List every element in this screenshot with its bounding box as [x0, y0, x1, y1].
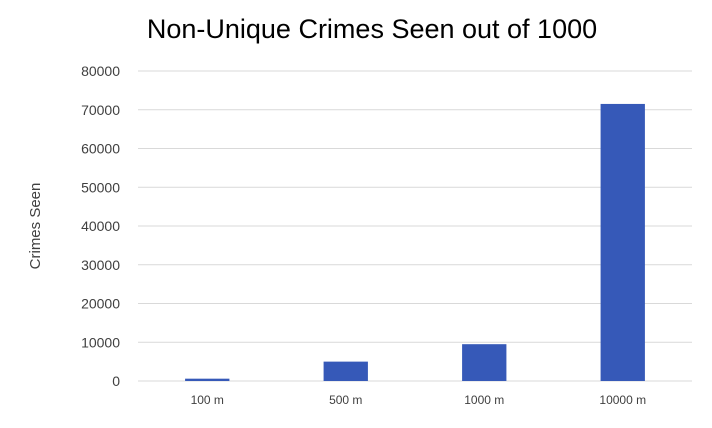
y-tick-label: 70000: [81, 102, 120, 118]
y-axis-ticks: 0 10000 20000 30000 40000 50000 60000 70000 8000…: [81, 63, 120, 389]
x-tick-label: 500 m: [329, 393, 362, 407]
x-tick-label: 1000 m: [464, 393, 504, 407]
bar-500-m: [323, 361, 368, 381]
x-tick-label: 100 m: [191, 393, 224, 407]
y-tick-label: 60000: [81, 141, 120, 157]
y-tick-label: 20000: [81, 296, 120, 312]
gridlines: [138, 70, 692, 382]
y-tick-label: 10000: [81, 334, 120, 350]
y-tick-label: 40000: [81, 218, 120, 234]
y-axis-label: Crimes Seen: [27, 183, 44, 270]
bar-10000-m: [600, 103, 645, 381]
bars: [185, 103, 645, 381]
y-tick-label: 30000: [81, 257, 120, 273]
y-tick-label: 80000: [81, 63, 120, 79]
x-tick-label: 10000 m: [599, 393, 646, 407]
x-axis-ticks: 100 m 500 m 1000 m 10000 m: [191, 393, 647, 407]
bar-100-m: [185, 378, 230, 381]
y-tick-label: 0: [112, 373, 120, 389]
bar-1000-m: [462, 344, 507, 381]
y-tick-label: 50000: [81, 179, 120, 195]
chart-title: Non-Unique Crimes Seen out of 1000: [147, 14, 597, 44]
